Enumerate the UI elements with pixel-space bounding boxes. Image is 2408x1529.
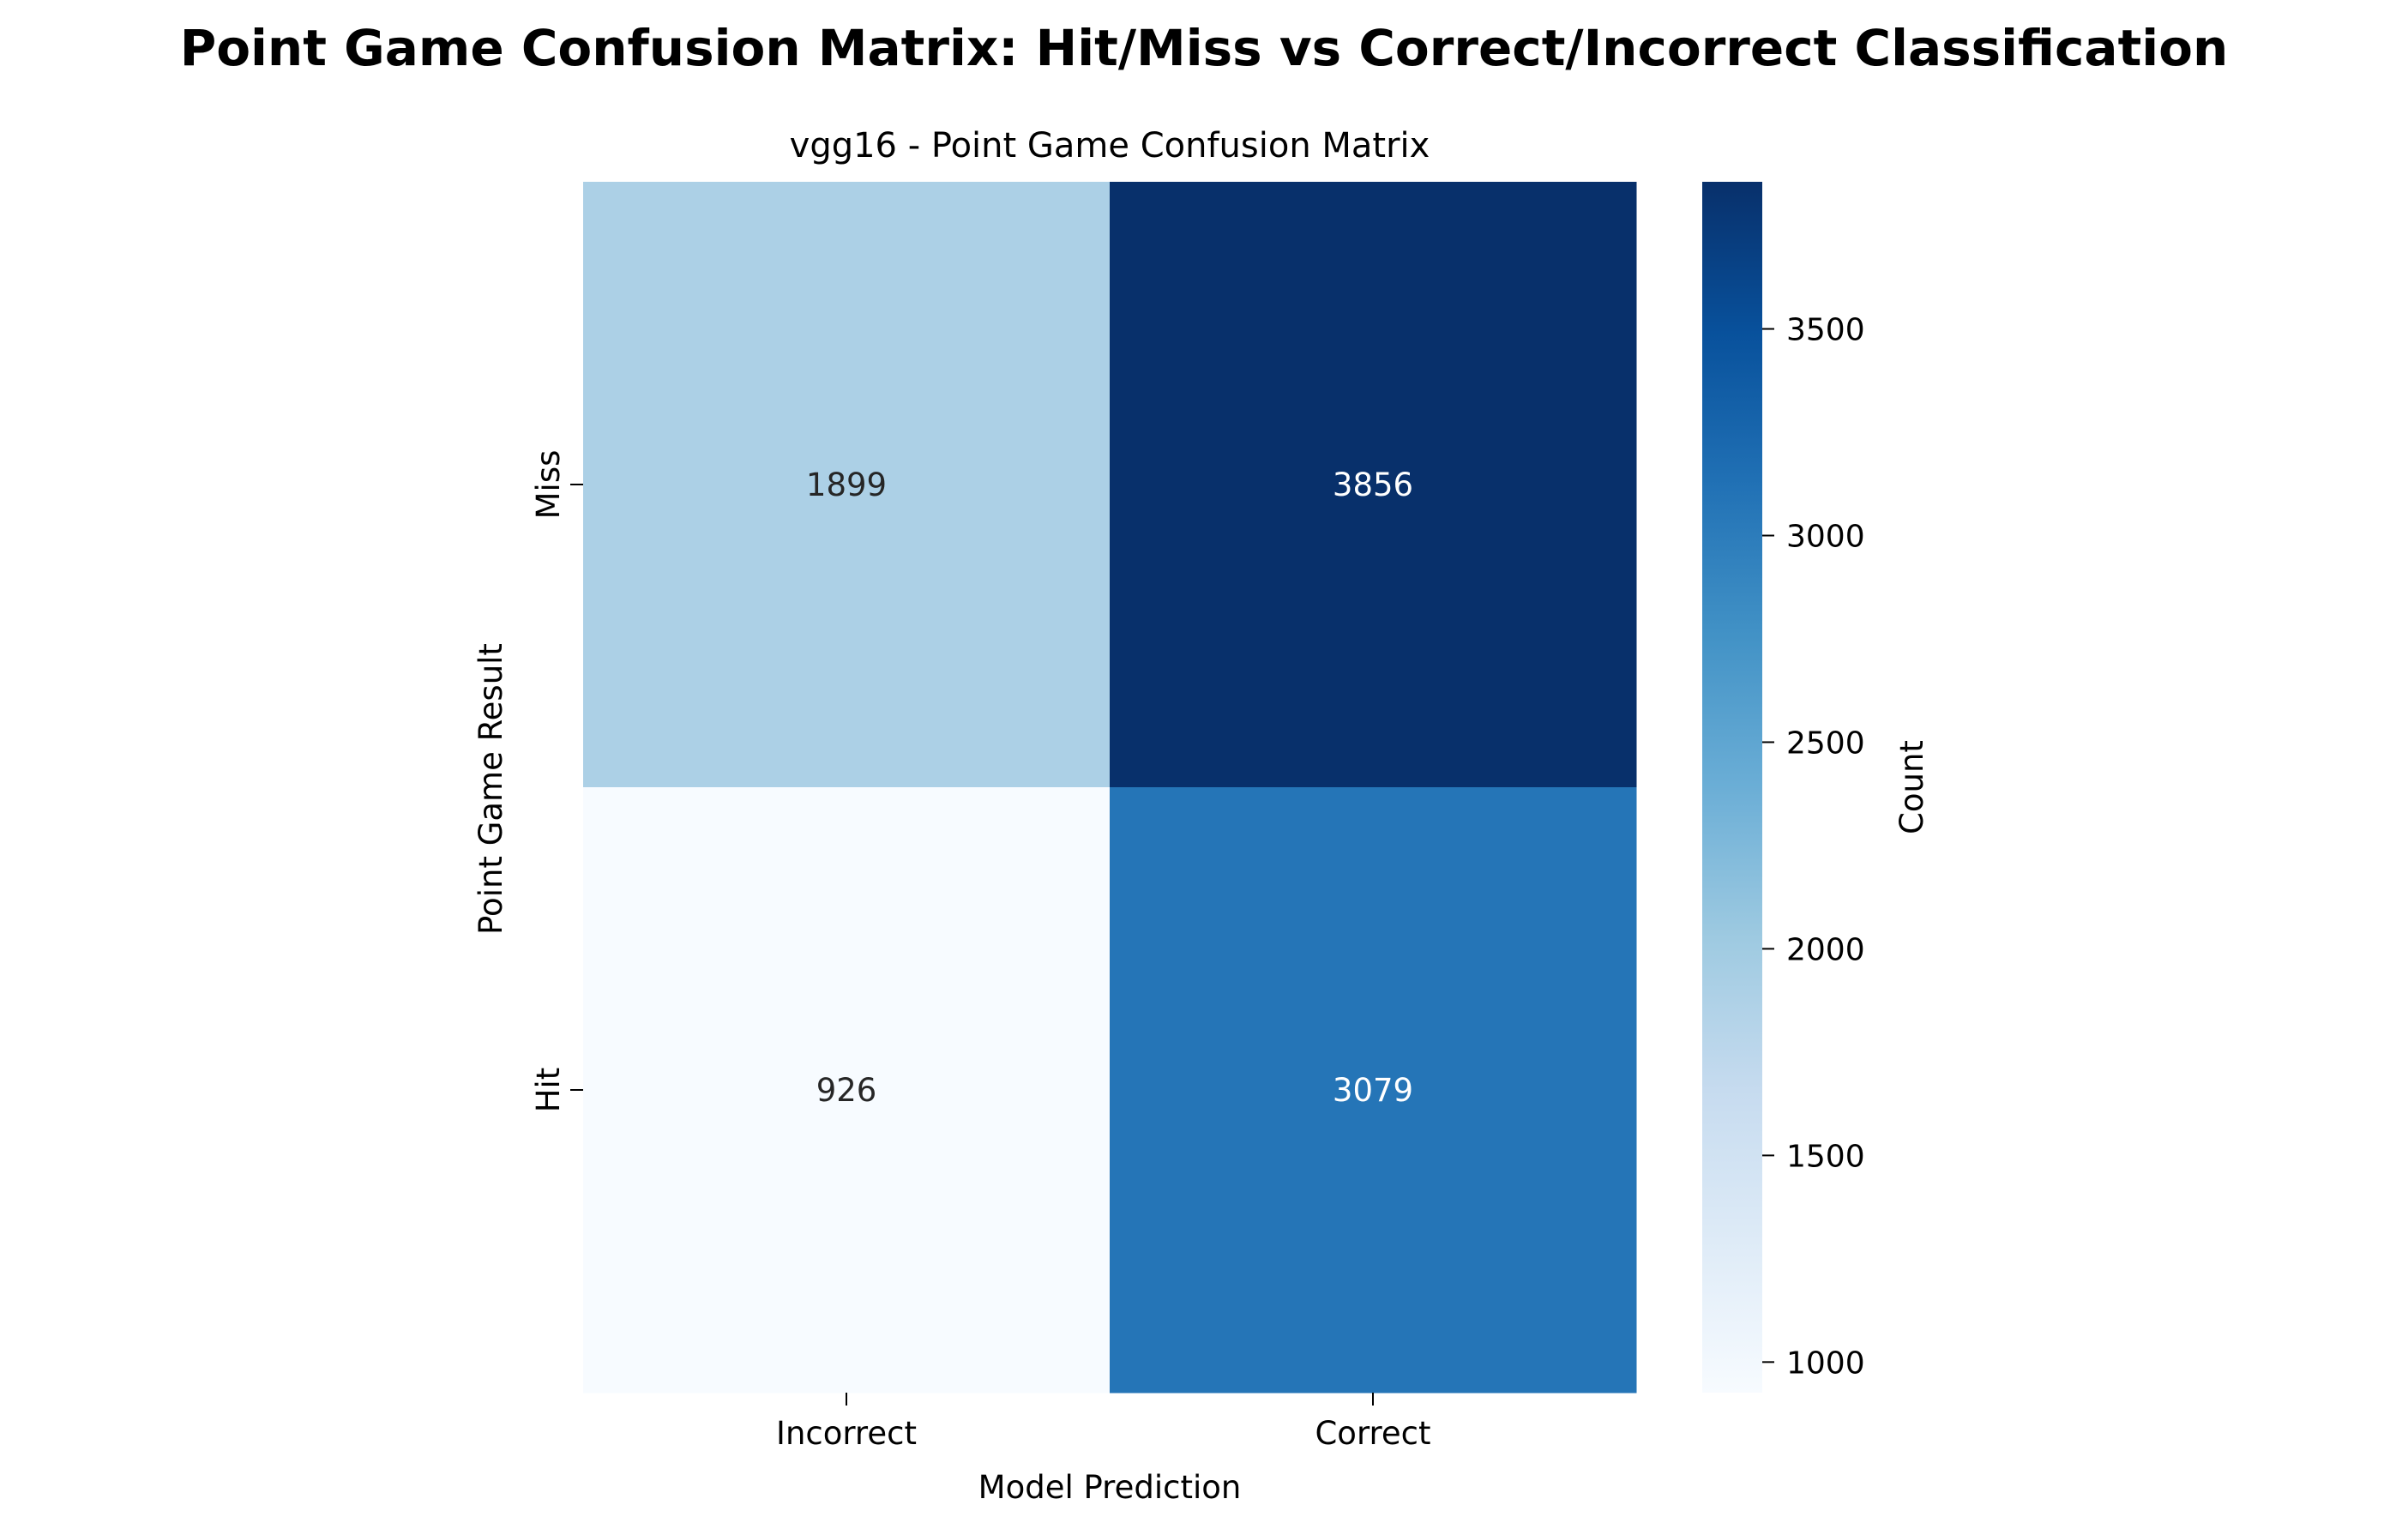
cell-value-label: 3856	[1333, 467, 1413, 503]
heatmap-cell-miss-correct	[1110, 182, 1637, 788]
colorbar: 1000 1500 2000 2500 3000 3500	[1702, 182, 1865, 1393]
colorbar-tick-label: 3500	[1786, 313, 1865, 348]
colorbar-tick-label: 1500	[1786, 1139, 1865, 1174]
cell-value-label: 1899	[806, 467, 887, 503]
heatmap-cell-hit-incorrect	[583, 787, 1111, 1394]
colorbar-label: Count	[1893, 740, 1930, 834]
heatmap-cells: 1899 3856 926 3079	[583, 182, 1637, 1394]
x-tick-label: Incorrect	[776, 1415, 917, 1452]
y-axis-label: Point Game Result	[473, 643, 509, 935]
y-tick-label: Hit	[530, 1068, 567, 1113]
cell-value-label: 3079	[1333, 1072, 1413, 1109]
x-axis-label: Model Prediction	[978, 1469, 1242, 1506]
y-tick-label: Miss	[530, 450, 567, 520]
x-tick-label: Correct	[1315, 1415, 1430, 1452]
x-axis: Incorrect Correct	[776, 1393, 1431, 1452]
colorbar-tick-label: 2000	[1786, 932, 1865, 967]
colorbar-tick-label: 1000	[1786, 1345, 1865, 1381]
colorbar-gradient	[1702, 182, 1762, 1393]
y-axis: Miss Hit	[530, 450, 583, 1113]
heatmap-cell-miss-incorrect	[583, 182, 1111, 788]
colorbar-tick-label: 3000	[1786, 520, 1865, 555]
figure-suptitle: Point Game Confusion Matrix: Hit/Miss vs…	[180, 19, 2229, 77]
cell-value-label: 926	[816, 1072, 877, 1109]
colorbar-tick-label: 2500	[1786, 725, 1865, 761]
chart-title: vgg16 - Point Game Confusion Matrix	[790, 126, 1430, 166]
heatmap-cell-hit-correct	[1110, 787, 1637, 1394]
